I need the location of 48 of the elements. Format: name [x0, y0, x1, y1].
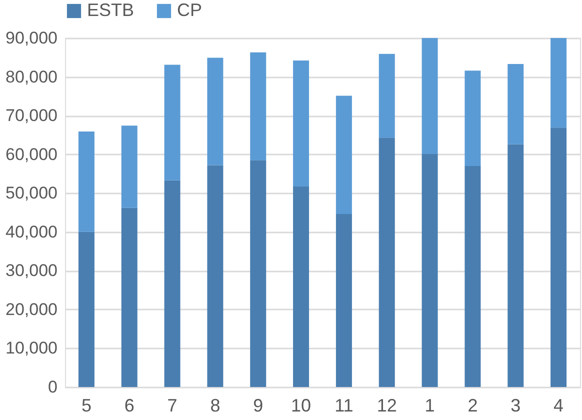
x-tick-label: 5 [81, 396, 92, 416]
bar [293, 186, 310, 387]
y-tick-label: 80,000 [6, 67, 58, 86]
bar [164, 64, 180, 180]
x-tick-label: 2 [468, 396, 478, 416]
bar [464, 70, 481, 166]
bar [121, 126, 138, 208]
y-tick-label: 60,000 [6, 144, 58, 164]
x-tick-label: 1 [424, 396, 435, 416]
bar [250, 160, 266, 387]
bar [250, 52, 266, 160]
bar [422, 154, 438, 387]
bar [78, 131, 94, 232]
x-tick-label: 12 [376, 396, 397, 416]
bar [164, 180, 180, 387]
y-tick-label: 0 [48, 378, 58, 396]
x-tick-label: 6 [124, 396, 134, 416]
bar [378, 138, 395, 387]
bar [550, 38, 567, 128]
bar [207, 165, 224, 387]
x-tick-label: 8 [210, 396, 220, 416]
bar [336, 96, 352, 214]
bar [422, 38, 438, 154]
bar [508, 144, 524, 387]
bar [207, 58, 224, 166]
x-tick-label: 7 [167, 396, 178, 416]
y-tick-label: 70,000 [6, 106, 58, 126]
y-tick-label: 40,000 [6, 222, 58, 242]
y-tick-label: 50,000 [6, 184, 58, 203]
bar [508, 64, 524, 144]
bar [378, 54, 395, 138]
y-tick-label: 30,000 [6, 261, 58, 280]
x-tick-label: 9 [253, 396, 264, 416]
y-tick-label: 20,000 [6, 300, 58, 319]
bar [464, 166, 481, 387]
y-tick-label: 90,000 [6, 28, 58, 48]
bar [336, 214, 352, 387]
bar [550, 128, 567, 387]
legend-label: CP [177, 0, 202, 20]
x-tick-label: 10 [291, 396, 312, 416]
x-tick-label: 3 [510, 396, 521, 416]
bar [121, 208, 138, 387]
legend-label: ESTB [87, 0, 134, 20]
bar [293, 60, 310, 187]
bar [78, 232, 94, 387]
x-tick-label: 11 [334, 396, 354, 416]
y-tick-label: 10,000 [6, 338, 58, 358]
x-tick-label: 4 [554, 396, 564, 416]
